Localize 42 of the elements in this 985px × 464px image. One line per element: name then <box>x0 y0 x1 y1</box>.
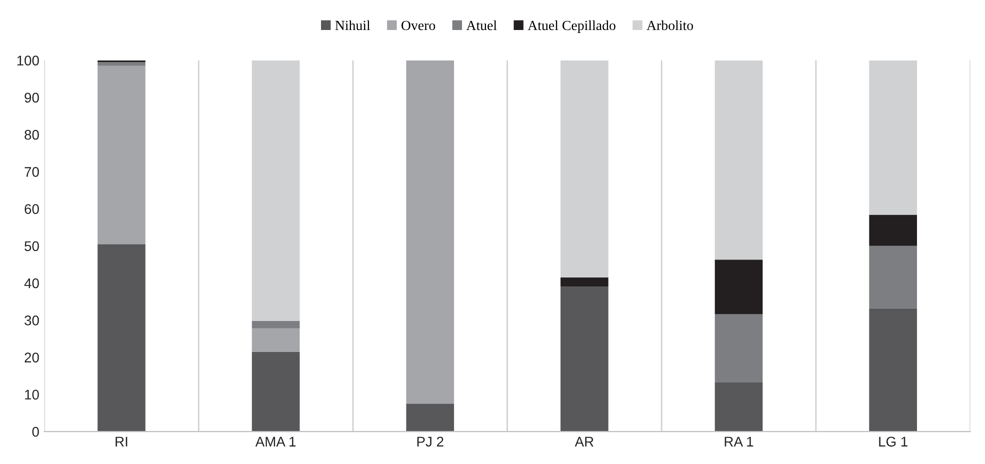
x-tick-label: AMA 1 <box>255 436 296 446</box>
y-tick-label: 30 <box>24 315 39 326</box>
bar <box>714 260 763 314</box>
y-tick-label: 80 <box>24 130 39 140</box>
legend-label: Overo <box>402 20 436 30</box>
bar <box>406 60 454 404</box>
bar <box>869 60 917 215</box>
bar <box>560 286 608 432</box>
bar <box>869 214 917 246</box>
bar <box>560 277 608 287</box>
bar <box>252 60 300 321</box>
x-tick-label: PJ 2 <box>417 436 444 447</box>
bar <box>252 320 300 328</box>
legend-label: Arbolito <box>646 20 694 30</box>
bar <box>714 314 763 383</box>
x-tick-label: RA 1 <box>724 436 754 446</box>
bar <box>869 308 917 432</box>
bar <box>560 60 608 278</box>
y-tick-label: 60 <box>24 204 39 214</box>
x-tick-label: LG 1 <box>879 436 908 447</box>
y-tick-label: 70 <box>24 167 39 177</box>
bar <box>714 382 763 432</box>
bar <box>98 244 146 432</box>
bar <box>252 328 300 352</box>
bar <box>98 66 146 244</box>
bar <box>252 352 300 432</box>
legend-label: Atuel Cepillado <box>528 20 616 33</box>
y-tick-label: 100 <box>17 56 39 66</box>
bar <box>98 62 146 66</box>
y-tick-label: 40 <box>24 278 39 288</box>
y-tick-label: 90 <box>24 92 39 103</box>
bar <box>406 404 454 432</box>
y-tick-label: 20 <box>24 352 39 362</box>
y-tick-label: 50 <box>24 241 39 252</box>
y-tick-label: 0 <box>32 426 39 437</box>
x-tick-label: AR <box>574 436 594 446</box>
bar <box>714 60 763 260</box>
bar <box>869 246 917 308</box>
y-tick-label: 10 <box>25 390 39 400</box>
x-tick-label: RI <box>116 436 128 446</box>
legend-label: Atuel <box>466 20 497 30</box>
legend-label: Nihuil <box>335 20 370 30</box>
